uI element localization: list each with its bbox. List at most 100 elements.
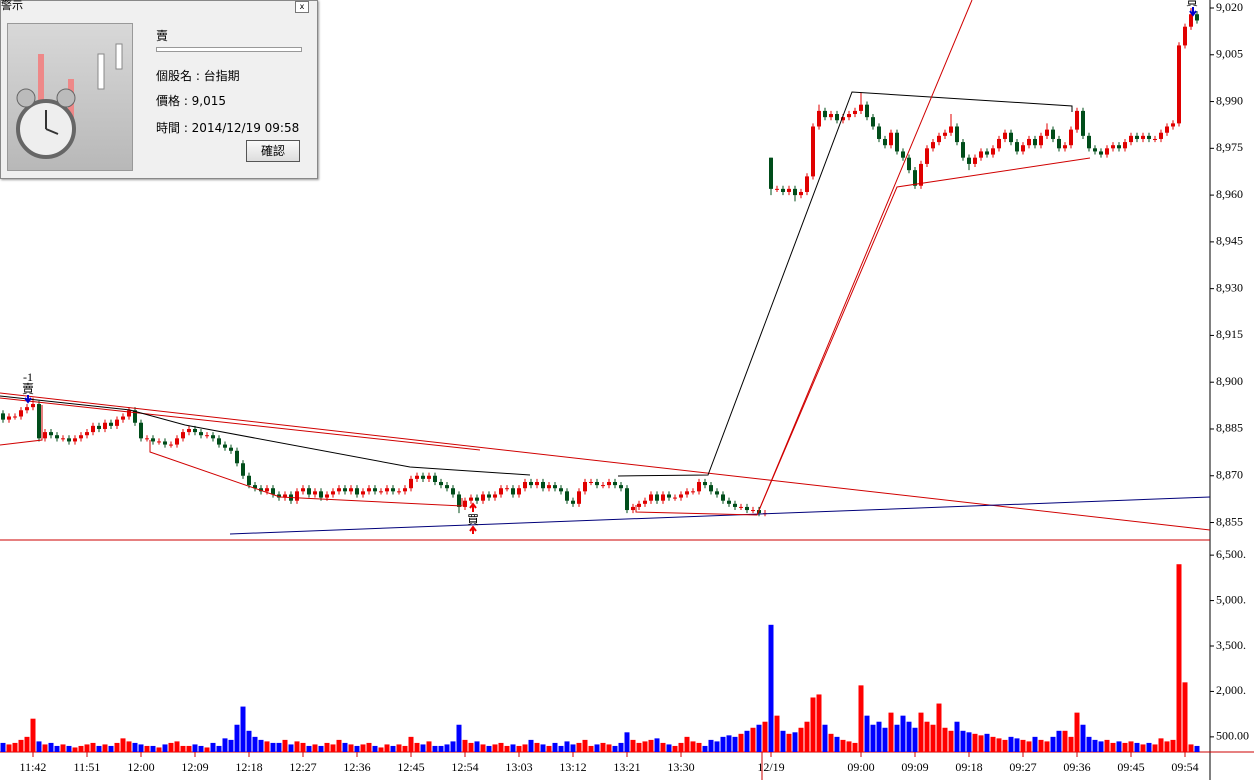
volume-bar xyxy=(1086,736,1092,752)
volume-bar xyxy=(864,715,870,752)
candle-body xyxy=(799,191,803,196)
volume-bar xyxy=(570,744,576,752)
candle-body xyxy=(913,170,917,186)
volume-bar xyxy=(558,745,564,752)
candle-body xyxy=(1141,135,1145,139)
volume-tick-label: 500.00 xyxy=(1216,729,1249,743)
volume-bar xyxy=(882,727,888,752)
volume-bar xyxy=(336,739,342,752)
close-button[interactable]: x xyxy=(295,1,309,13)
volume-bar xyxy=(240,706,246,752)
volume-bar xyxy=(318,745,324,752)
candle-body xyxy=(877,126,881,139)
volume-bar xyxy=(216,745,222,752)
volume-bar xyxy=(738,733,744,752)
volume-bar xyxy=(540,744,546,752)
volume-bar xyxy=(474,741,480,752)
volume-bar xyxy=(582,739,588,752)
candle-body xyxy=(895,132,899,152)
volume-bar xyxy=(954,721,960,752)
x-tick-label: 12:45 xyxy=(397,760,424,774)
candle-body xyxy=(883,138,887,146)
volume-bar xyxy=(480,744,486,752)
candle-body xyxy=(703,481,707,486)
volume-bar xyxy=(174,741,180,752)
volume-bar xyxy=(1104,739,1110,752)
candle-body xyxy=(595,481,599,486)
volume-bar xyxy=(618,742,624,752)
x-tick-label: 09:09 xyxy=(901,760,928,774)
volume-bar xyxy=(492,744,498,752)
volume-bar xyxy=(408,736,414,752)
volume-bar xyxy=(126,741,132,752)
alarm-icon xyxy=(16,43,123,159)
alert-dialog: 警示 x 賣 個股名 : 台指期 價格 : 9,015 時間 : 2014/12… xyxy=(0,0,318,179)
volume-bar xyxy=(426,741,432,752)
y-tick-label: 8,870 xyxy=(1216,468,1243,482)
candle-body xyxy=(13,416,17,418)
x-tick-label: 11:51 xyxy=(74,760,101,774)
confirm-button[interactable]: 確認 xyxy=(246,140,300,162)
y-tick-label: 8,975 xyxy=(1216,140,1243,154)
candle-body xyxy=(823,110,827,118)
volume-bar xyxy=(234,724,240,752)
x-tick-label: 09:27 xyxy=(1009,760,1036,774)
y-tick-label: 8,855 xyxy=(1216,514,1243,528)
candle-body xyxy=(139,422,143,439)
volume-bar xyxy=(870,724,876,752)
x-tick-label: 12:54 xyxy=(451,760,478,774)
candle-body xyxy=(445,485,449,489)
candle-body xyxy=(775,188,779,190)
candle-body xyxy=(361,491,365,495)
volume-bar xyxy=(450,741,456,752)
candle-body xyxy=(337,488,341,492)
volume-bar xyxy=(768,624,774,752)
candle-body xyxy=(205,435,209,437)
x-tick-label: 13:12 xyxy=(559,760,586,774)
candle-body xyxy=(295,491,299,501)
candle-body xyxy=(109,422,113,426)
volume-bar xyxy=(438,745,444,752)
candle-body xyxy=(919,163,923,186)
volume-bar xyxy=(552,742,558,752)
candle-body xyxy=(475,497,479,501)
candle-body xyxy=(625,488,629,511)
volume-bar xyxy=(654,738,660,752)
candle-body xyxy=(769,157,773,189)
candle-body xyxy=(535,481,539,486)
volume-bar xyxy=(48,742,54,752)
x-tick-label: 09:45 xyxy=(1117,760,1144,774)
candle-body xyxy=(229,447,233,451)
candle-body xyxy=(193,428,197,433)
volume-bar xyxy=(162,744,168,752)
volume-bar xyxy=(564,741,570,752)
y-tick-label: 9,020 xyxy=(1216,0,1243,14)
candle-body xyxy=(1075,110,1079,130)
candle-body xyxy=(523,481,527,489)
candle-body xyxy=(91,425,95,433)
candle-body xyxy=(403,488,407,492)
volume-bar xyxy=(1014,738,1020,752)
candle-body xyxy=(637,503,641,507)
candle-body xyxy=(253,485,257,489)
volume-bar xyxy=(348,744,354,752)
volume-bar xyxy=(828,733,834,752)
x-tick-label: 12/19 xyxy=(757,760,784,774)
volume-bar xyxy=(702,745,708,752)
volume-bar xyxy=(714,741,720,752)
candle-body xyxy=(517,488,521,495)
trend-line xyxy=(0,397,481,451)
volume-bar xyxy=(1110,742,1116,752)
volume-bar xyxy=(834,736,840,752)
candle-body xyxy=(439,481,443,486)
x-tick-label: 09:18 xyxy=(955,760,982,774)
volume-bar xyxy=(1164,741,1170,752)
candle-body xyxy=(793,188,797,196)
volume-bar xyxy=(246,730,252,752)
volume-bar xyxy=(66,745,72,752)
progress xyxy=(156,47,302,52)
volume-bar xyxy=(192,744,198,752)
candle-body xyxy=(19,410,23,417)
volume-bar xyxy=(342,742,348,752)
volume-bar xyxy=(792,732,798,752)
